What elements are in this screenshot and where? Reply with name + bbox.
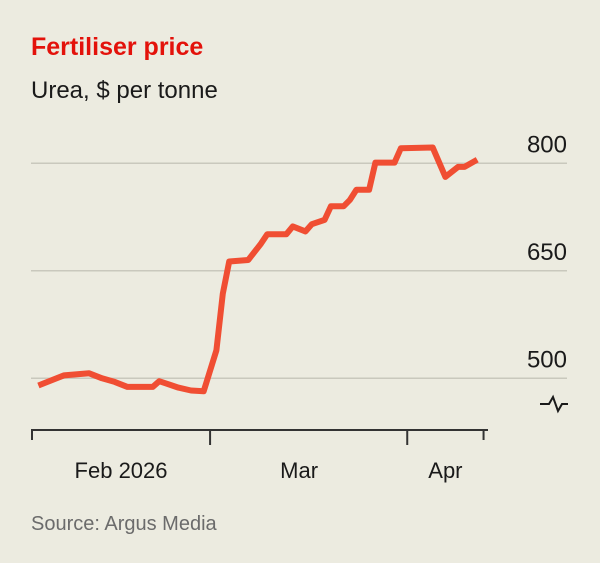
axis-break-icon <box>540 394 568 414</box>
x-tick-label: Feb 2026 <box>75 458 168 483</box>
source-note: Source: Argus Media <box>31 513 218 535</box>
chart-subtitle: Urea, $ per tonne <box>31 77 218 104</box>
y-axis-labels: 500 650 800 <box>527 131 567 373</box>
price-line <box>37 144 479 395</box>
x-axis: Feb 2026 Mar Apr <box>31 429 488 483</box>
x-tick-label: Apr <box>428 458 462 483</box>
y-tick-label-500: 500 <box>527 346 567 373</box>
y-tick-label-800: 800 <box>527 131 567 158</box>
y-tick-label-650: 650 <box>527 239 567 266</box>
x-tick-label: Mar <box>280 458 318 483</box>
gridlines <box>31 162 567 380</box>
chart-title: Fertiliser price <box>31 33 203 61</box>
series-layer <box>37 144 479 395</box>
